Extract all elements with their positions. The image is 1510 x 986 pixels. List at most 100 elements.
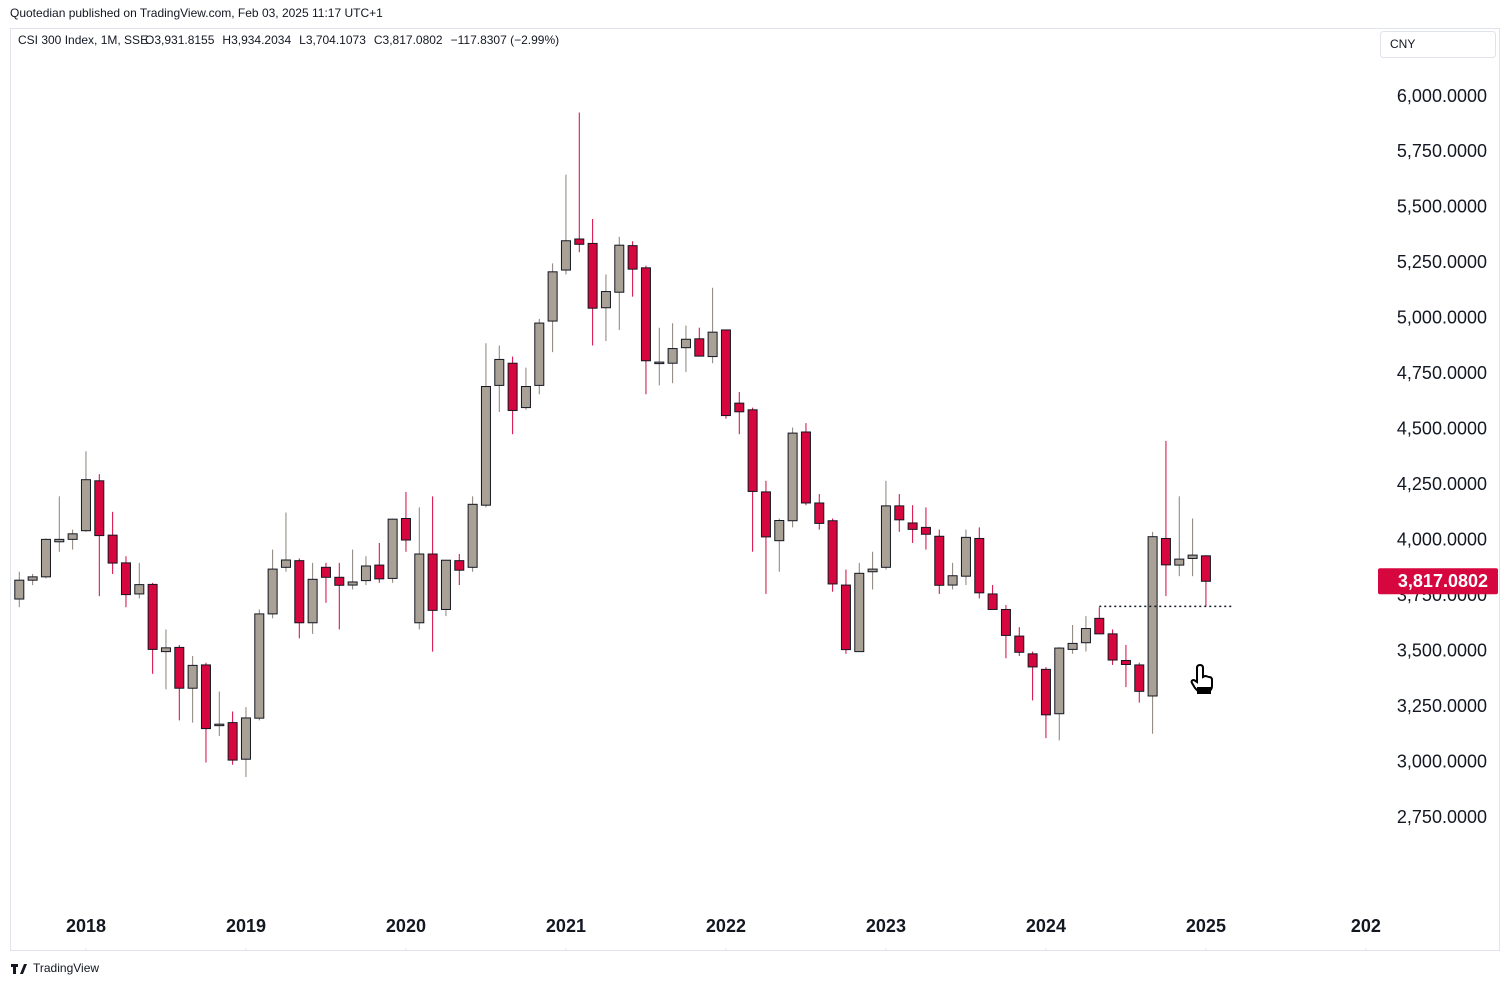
candle-body bbox=[107, 534, 118, 564]
candle-body bbox=[920, 526, 931, 535]
candle-body bbox=[760, 491, 771, 538]
candle-body bbox=[934, 535, 945, 586]
x-tick-label: 2020 bbox=[386, 916, 426, 936]
currency-box[interactable] bbox=[1380, 31, 1496, 58]
x-tick-label: 2025 bbox=[1186, 916, 1226, 936]
candle-body bbox=[294, 560, 305, 624]
candle-body bbox=[187, 664, 198, 689]
candle-body bbox=[1147, 536, 1158, 697]
candle-body bbox=[414, 553, 425, 624]
candle-body bbox=[1040, 668, 1051, 716]
candle-body bbox=[387, 518, 398, 579]
candle-body bbox=[280, 559, 291, 568]
candle-body bbox=[160, 647, 171, 653]
candle-body bbox=[880, 505, 891, 568]
frame bbox=[10, 28, 1500, 951]
candle-body bbox=[747, 409, 758, 492]
y-tick-label: 4,500.0000 bbox=[1397, 419, 1487, 439]
candle-body bbox=[1094, 617, 1105, 635]
candle-body bbox=[1200, 555, 1211, 582]
candle-body bbox=[427, 553, 438, 611]
y-tick-label: 5,750.0000 bbox=[1397, 141, 1487, 161]
candle-body bbox=[14, 579, 25, 600]
y-tick-label: 5,000.0000 bbox=[1397, 308, 1487, 328]
candle-body bbox=[347, 581, 358, 586]
candle-body bbox=[894, 505, 905, 521]
x-tick-label: 2021 bbox=[546, 916, 586, 936]
candle-body bbox=[987, 593, 998, 610]
y-tick-label: 3,500.0000 bbox=[1397, 640, 1487, 660]
y-tick-label: 3,250.0000 bbox=[1397, 696, 1487, 716]
candle-body bbox=[54, 538, 65, 543]
candle-body bbox=[147, 583, 158, 650]
cursor-icon bbox=[1190, 663, 1213, 694]
ohlc-label: O3,931.8155 bbox=[145, 33, 215, 47]
candle-body bbox=[120, 562, 131, 596]
candle-body bbox=[707, 331, 718, 358]
candle-body bbox=[680, 338, 691, 349]
x-tick-label: 2018 bbox=[66, 916, 106, 936]
candle-body bbox=[320, 566, 331, 578]
footer: TradingView bbox=[33, 961, 99, 975]
symbol: CSI 300 Index, 1M, SSE bbox=[18, 33, 148, 47]
candle-body bbox=[534, 322, 545, 386]
candle-body bbox=[854, 572, 865, 653]
candle-body bbox=[267, 568, 278, 615]
candle-body bbox=[654, 361, 665, 365]
candle-body bbox=[480, 386, 491, 506]
candle-body bbox=[1014, 635, 1025, 653]
candle-body bbox=[1107, 633, 1118, 661]
candle-body bbox=[440, 559, 451, 610]
candle-body bbox=[467, 503, 478, 568]
candle-body bbox=[200, 664, 211, 730]
last-price-label: 3,817.0802 bbox=[1398, 571, 1488, 591]
candle-body bbox=[827, 520, 838, 585]
candle-body bbox=[1067, 642, 1078, 650]
y-tick-label: 3,000.0000 bbox=[1397, 751, 1487, 771]
y-tick-label: 6,000.0000 bbox=[1397, 86, 1487, 106]
candle-body bbox=[454, 560, 465, 571]
candle-body bbox=[1187, 554, 1198, 559]
x-tick-label: 2023 bbox=[866, 916, 906, 936]
candle-body bbox=[1000, 608, 1011, 636]
candle-body bbox=[134, 584, 145, 595]
y-tick-label: 5,500.0000 bbox=[1397, 197, 1487, 217]
candle-body bbox=[560, 240, 571, 271]
candle-body bbox=[867, 568, 878, 573]
candle-body bbox=[360, 565, 371, 582]
candle-body bbox=[814, 502, 825, 524]
ohlc-label: H3,934.2034 bbox=[222, 33, 291, 47]
y-tick-label: 4,250.0000 bbox=[1397, 474, 1487, 494]
ohlc-label: C3,817.0802 bbox=[374, 33, 443, 47]
candle-body bbox=[907, 522, 918, 530]
candle-body bbox=[520, 386, 531, 409]
candle-body bbox=[627, 245, 638, 270]
candle-body bbox=[1134, 664, 1145, 692]
candle-body bbox=[1120, 659, 1131, 665]
x-tick-label: 2019 bbox=[226, 916, 266, 936]
currency: CNY bbox=[1390, 37, 1415, 51]
candle-body bbox=[840, 584, 851, 651]
candle-body bbox=[67, 533, 78, 540]
publisher: Quotedian published on TradingView.com, … bbox=[10, 6, 383, 20]
candle-body bbox=[307, 578, 318, 624]
candle-body bbox=[720, 329, 731, 417]
candle-body bbox=[694, 338, 705, 357]
candle-body bbox=[640, 267, 651, 362]
ohlc-label: L3,704.1073 bbox=[299, 33, 366, 47]
candle-body bbox=[800, 431, 811, 504]
candle-body bbox=[334, 576, 345, 586]
candle-body bbox=[947, 575, 958, 586]
y-tick-label: 2,750.0000 bbox=[1397, 807, 1487, 827]
candle-body bbox=[94, 480, 105, 537]
candle-body bbox=[1027, 653, 1038, 668]
candles bbox=[14, 112, 1211, 777]
y-tick-label: 4,000.0000 bbox=[1397, 529, 1487, 549]
candle-body bbox=[507, 362, 518, 411]
x-tick-label: 202 bbox=[1351, 916, 1381, 936]
last-price-tag bbox=[1378, 568, 1498, 595]
footer-logo bbox=[11, 964, 27, 974]
y-tick-label: 4,750.0000 bbox=[1397, 363, 1487, 383]
